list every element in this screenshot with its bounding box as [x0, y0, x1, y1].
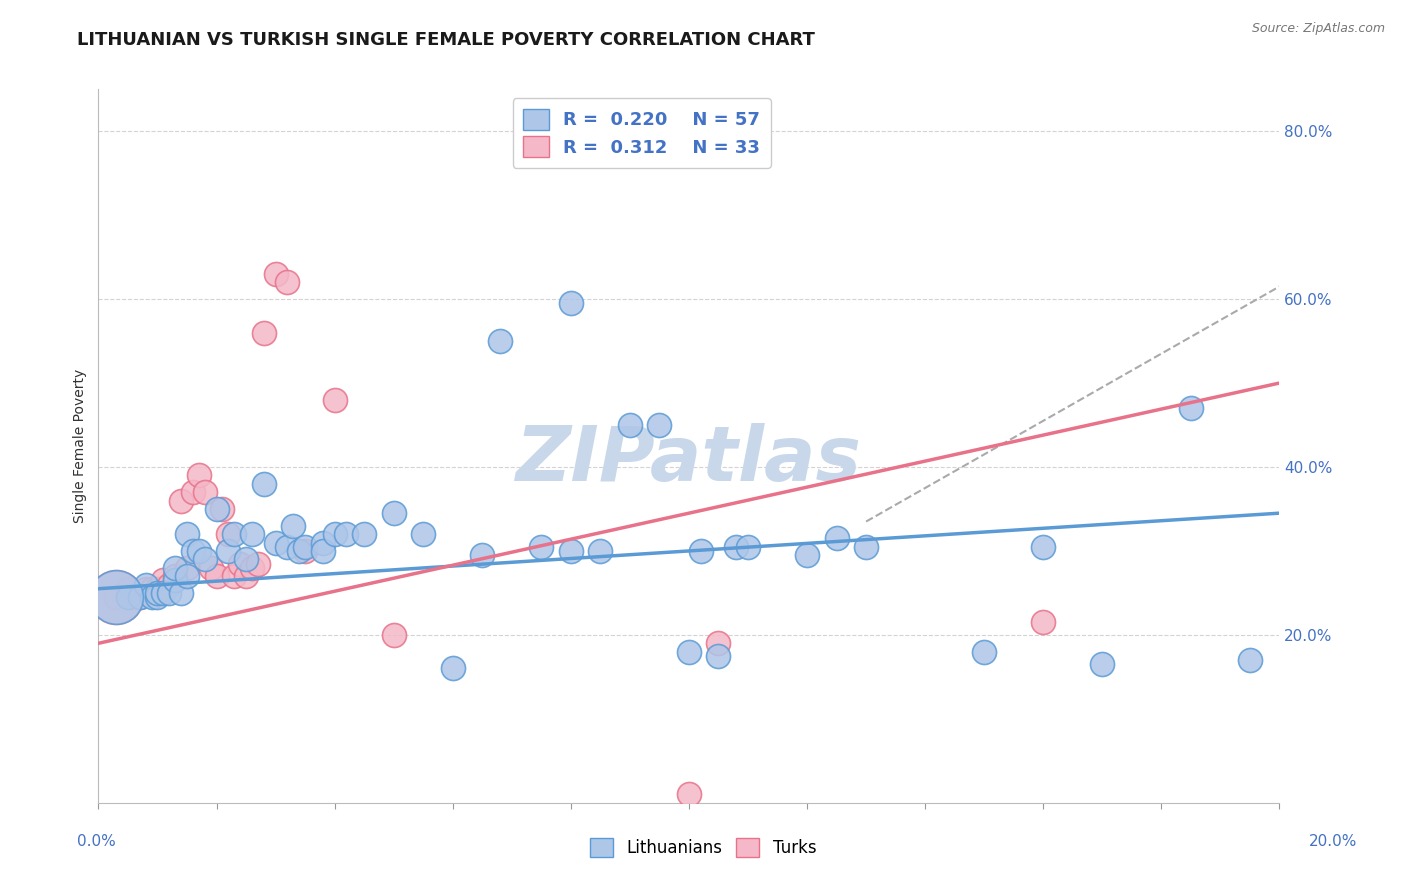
Point	[283, 518, 305, 533]
Point	[122, 590, 145, 604]
Point	[725, 540, 748, 554]
Point	[205, 569, 228, 583]
Y-axis label: Single Female Poverty: Single Female Poverty	[73, 369, 87, 523]
Point	[276, 275, 298, 289]
Point	[689, 544, 711, 558]
Point	[157, 586, 180, 600]
Point	[294, 544, 316, 558]
Point	[246, 557, 269, 571]
Point	[560, 296, 582, 310]
Point	[276, 540, 298, 554]
Point	[194, 552, 217, 566]
Point	[105, 590, 128, 604]
Point	[152, 574, 174, 588]
Point	[560, 544, 582, 558]
Point	[530, 540, 553, 554]
Point	[235, 552, 257, 566]
Point	[165, 560, 187, 574]
Point	[135, 577, 157, 591]
Point	[128, 590, 150, 604]
Point	[176, 569, 198, 583]
Point	[619, 417, 641, 432]
Point	[264, 267, 287, 281]
Text: ZIPatlas: ZIPatlas	[516, 424, 862, 497]
Point	[382, 506, 405, 520]
Point	[117, 582, 139, 596]
Point	[1180, 401, 1202, 416]
Point	[187, 468, 209, 483]
Point	[217, 544, 239, 558]
Point	[240, 527, 263, 541]
Point	[1032, 540, 1054, 554]
Point	[141, 590, 163, 604]
Point	[1032, 615, 1054, 630]
Text: 0.0%: 0.0%	[77, 834, 117, 849]
Point	[176, 560, 198, 574]
Point	[973, 645, 995, 659]
Point	[141, 582, 163, 596]
Point	[181, 485, 204, 500]
Point	[707, 636, 730, 650]
Legend: R =  0.220    N = 57, R =  0.312    N = 33: R = 0.220 N = 57, R = 0.312 N = 33	[513, 98, 770, 168]
Point	[117, 590, 139, 604]
Point	[589, 544, 612, 558]
Point	[855, 540, 877, 554]
Legend: Lithuanians, Turks: Lithuanians, Turks	[582, 830, 824, 866]
Point	[157, 577, 180, 591]
Point	[170, 586, 193, 600]
Point	[1239, 653, 1261, 667]
Point	[489, 334, 512, 348]
Point	[323, 527, 346, 541]
Point	[471, 548, 494, 562]
Point	[678, 645, 700, 659]
Point	[181, 544, 204, 558]
Text: 20.0%: 20.0%	[1309, 834, 1357, 849]
Point	[288, 544, 311, 558]
Point	[146, 586, 169, 600]
Point	[240, 560, 263, 574]
Point	[312, 544, 335, 558]
Point	[678, 788, 700, 802]
Point	[312, 535, 335, 549]
Point	[353, 527, 375, 541]
Point	[323, 392, 346, 407]
Point	[825, 532, 848, 546]
Point	[105, 590, 128, 604]
Point	[796, 548, 818, 562]
Point	[253, 476, 276, 491]
Point	[229, 557, 252, 571]
Text: LITHUANIAN VS TURKISH SINGLE FEMALE POVERTY CORRELATION CHART: LITHUANIAN VS TURKISH SINGLE FEMALE POVE…	[77, 31, 815, 49]
Point	[1091, 657, 1114, 672]
Point	[224, 527, 246, 541]
Point	[105, 590, 128, 604]
Point	[146, 582, 169, 596]
Point	[205, 502, 228, 516]
Point	[135, 582, 157, 596]
Point	[200, 560, 222, 574]
Point	[146, 590, 169, 604]
Point	[176, 527, 198, 541]
Point	[187, 544, 209, 558]
Point	[165, 574, 187, 588]
Point	[707, 648, 730, 663]
Point	[152, 586, 174, 600]
Point	[382, 628, 405, 642]
Point	[253, 326, 276, 340]
Point	[165, 569, 187, 583]
Point	[170, 493, 193, 508]
Point	[217, 527, 239, 541]
Point	[335, 527, 357, 541]
Point	[648, 417, 671, 432]
Point	[211, 502, 233, 516]
Point	[294, 540, 316, 554]
Point	[224, 569, 246, 583]
Text: Source: ZipAtlas.com: Source: ZipAtlas.com	[1251, 22, 1385, 36]
Point	[264, 535, 287, 549]
Point	[235, 569, 257, 583]
Point	[128, 590, 150, 604]
Point	[194, 485, 217, 500]
Point	[412, 527, 434, 541]
Point	[737, 540, 759, 554]
Point	[441, 661, 464, 675]
